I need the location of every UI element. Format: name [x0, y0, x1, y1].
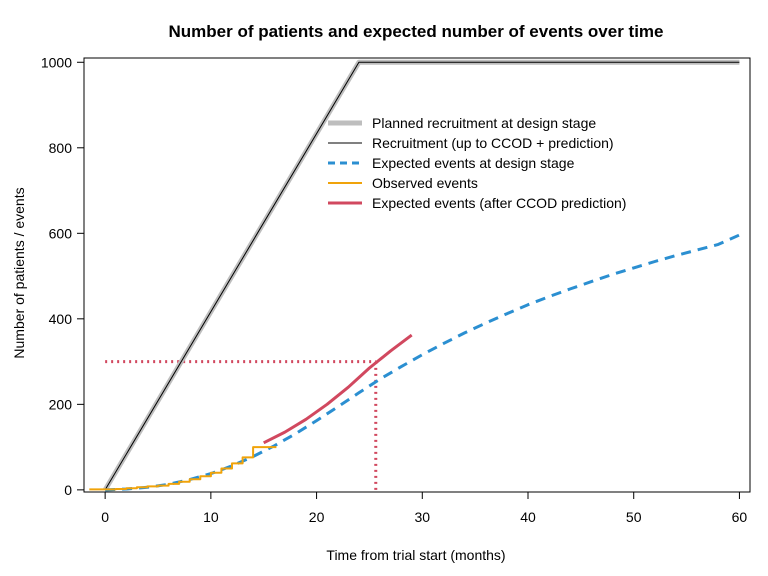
x-tick-label: 10	[203, 509, 219, 525]
y-tick-label: 200	[49, 396, 73, 412]
x-axis-label: Time from trial start (months)	[326, 547, 505, 563]
y-axis: 0 200 400 600 800 1000	[41, 54, 84, 498]
legend-label: Recruitment (up to CCOD + prediction)	[372, 135, 614, 151]
legend-label: Planned recruitment at design stage	[372, 115, 596, 131]
x-tick-label: 60	[732, 509, 748, 525]
series-line-2	[105, 233, 741, 492]
series-line-4	[263, 333, 413, 445]
y-tick-label: 600	[49, 225, 73, 241]
legend-label: Observed events	[372, 175, 478, 191]
y-tick-label: 1000	[41, 54, 72, 70]
chart-title: Number of patients and expected number o…	[168, 22, 663, 41]
y-tick-label: 400	[49, 311, 73, 327]
series-line-3	[89, 446, 277, 491]
x-tick-label: 20	[309, 509, 325, 525]
x-tick-label: 50	[626, 509, 642, 525]
legend: Planned recruitment at design stage Recru…	[328, 115, 626, 211]
series-layer	[89, 59, 741, 492]
series-line-1	[104, 61, 740, 491]
y-tick-label: 800	[49, 140, 73, 156]
y-tick-label: 0	[64, 482, 72, 498]
y-axis-label: Number of patients / events	[11, 187, 27, 358]
legend-label: Expected events (after CCOD prediction)	[372, 195, 626, 211]
x-tick-label: 30	[414, 509, 430, 525]
x-axis: 0 10 20 30 40 50 60	[101, 491, 748, 525]
x-tick-label: 0	[101, 509, 109, 525]
x-tick-label: 40	[520, 509, 536, 525]
legend-label: Expected events at design stage	[372, 155, 575, 171]
